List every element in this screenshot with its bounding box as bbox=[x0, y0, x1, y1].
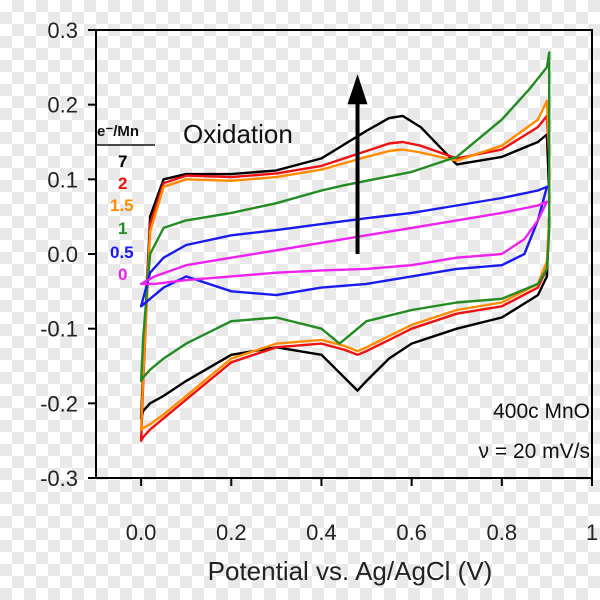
y-tick-label: 0.3 bbox=[47, 18, 78, 43]
series-line-1 bbox=[139, 51, 551, 383]
arrow-head bbox=[347, 74, 368, 105]
legend-item-0.5: 0.5 bbox=[110, 243, 134, 262]
x-tick-label: 0.4 bbox=[306, 520, 337, 545]
sample-label: 400c MnO bbox=[493, 400, 590, 423]
scan-rate-label: ν = 20 mV/s bbox=[479, 440, 590, 463]
x-tick-label: 0.6 bbox=[396, 520, 427, 545]
y-tick-label: 0.1 bbox=[47, 167, 78, 192]
x-tick-label: 0.2 bbox=[216, 520, 247, 545]
oxidation-arrow bbox=[347, 74, 368, 254]
legend-item-2: 2 bbox=[118, 174, 127, 193]
y-tick-label: -0.3 bbox=[40, 466, 78, 491]
x-tick-label: 1 bbox=[586, 520, 598, 545]
series-line-0.5 bbox=[139, 185, 549, 308]
legend-item-0: 0 bbox=[118, 265, 127, 284]
oxidation-label: Oxidation bbox=[183, 119, 293, 149]
x-tick-label: 0.0 bbox=[126, 520, 157, 545]
legend-item-7: 7 bbox=[118, 152, 127, 171]
series-line-0 bbox=[139, 200, 549, 286]
legend-item-1: 1 bbox=[118, 219, 127, 238]
legend: e⁻/Mn 7 2 1.5 1 0.5 0 bbox=[97, 123, 155, 284]
legend-item-1.5: 1.5 bbox=[110, 196, 134, 215]
series-curves bbox=[139, 51, 551, 442]
y-tick-label: 0.0 bbox=[47, 242, 78, 267]
x-axis-title: Potential vs. Ag/AgCl (V) bbox=[208, 556, 493, 586]
axis-ticks: 0.0 0.2 0.4 0.6 0.8 1 0.3 0.2 0.1 0.0 -0.1 -0.2 -0.3 bbox=[40, 18, 598, 545]
y-tick-label: -0.2 bbox=[40, 391, 78, 416]
legend-title: e⁻/Mn bbox=[97, 123, 139, 140]
y-tick-label: -0.1 bbox=[40, 317, 78, 342]
x-tick-label: 0.8 bbox=[487, 520, 518, 545]
y-tick-label: 0.2 bbox=[47, 93, 78, 118]
